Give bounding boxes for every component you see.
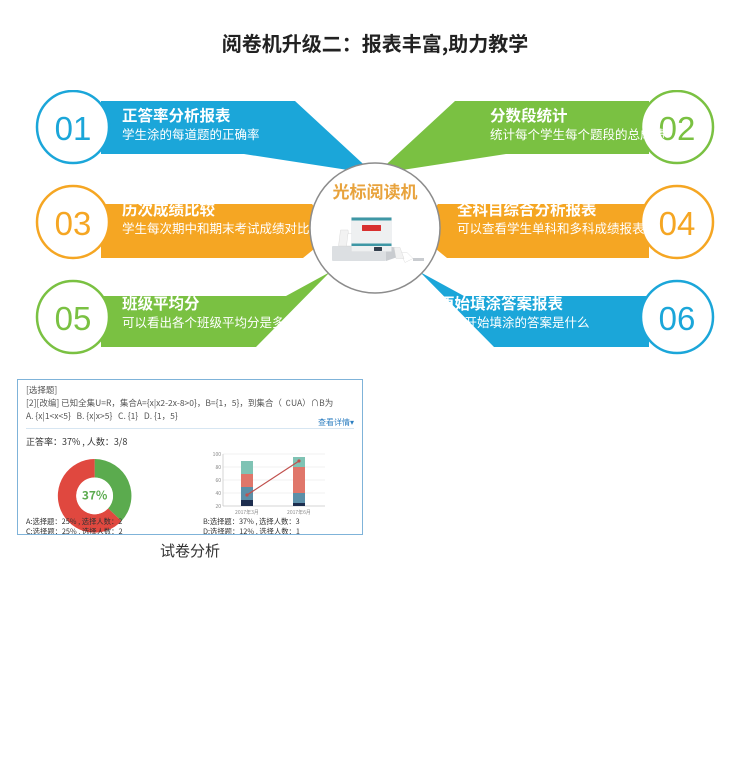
svg-text:学生涂的每道题的正确率: 学生涂的每道题的正确率 xyxy=(122,124,260,143)
svg-text:2017年6月: 2017年6月 xyxy=(287,509,311,516)
svg-text:历次成绩比较: 历次成绩比较 xyxy=(122,198,216,220)
svg-text:分数段统计: 分数段统计 xyxy=(490,104,568,126)
svg-text:可以查看学生最开始填涂的答案是什么: 可以查看学生最开始填涂的答案是什么 xyxy=(377,312,590,331)
svg-text:80: 80 xyxy=(215,464,221,471)
svg-text:100: 100 xyxy=(213,451,222,458)
svg-text:班级平均分: 班级平均分 xyxy=(122,292,200,314)
svg-text:05: 05 xyxy=(55,300,92,337)
svg-text:统计每个学生每个题段的总成绩: 统计每个学生每个题段的总成绩 xyxy=(490,124,666,143)
svg-text:全科目综合分析报表: 全科目综合分析报表 xyxy=(457,198,597,220)
svg-text:04: 04 xyxy=(659,205,696,242)
svg-text:01: 01 xyxy=(55,110,92,147)
svg-text:37%: 37% xyxy=(82,487,108,504)
svg-text:2017年3月: 2017年3月 xyxy=(235,509,259,516)
svg-text:60: 60 xyxy=(215,477,221,484)
svg-text:20: 20 xyxy=(215,503,221,510)
svg-text:光标阅读机: 光标阅读机 xyxy=(333,178,418,203)
svg-text:40: 40 xyxy=(215,490,221,497)
svg-text:学生每次期中和期末考试成绩对比: 学生每次期中和期末考试成绩对比 xyxy=(122,218,310,237)
svg-text:可以查看学生单科和多科成绩报表: 可以查看学生单科和多科成绩报表 xyxy=(457,218,645,237)
svg-text:03: 03 xyxy=(55,205,92,242)
svg-text:可以查看原始填涂答案报表: 可以查看原始填涂答案报表 xyxy=(377,292,564,314)
svg-text:正答率分析报表: 正答率分析报表 xyxy=(122,104,231,126)
svg-text:06: 06 xyxy=(659,300,696,337)
svg-text:可以看出各个班级平均分是多少: 可以看出各个班级平均分是多少 xyxy=(122,312,297,331)
